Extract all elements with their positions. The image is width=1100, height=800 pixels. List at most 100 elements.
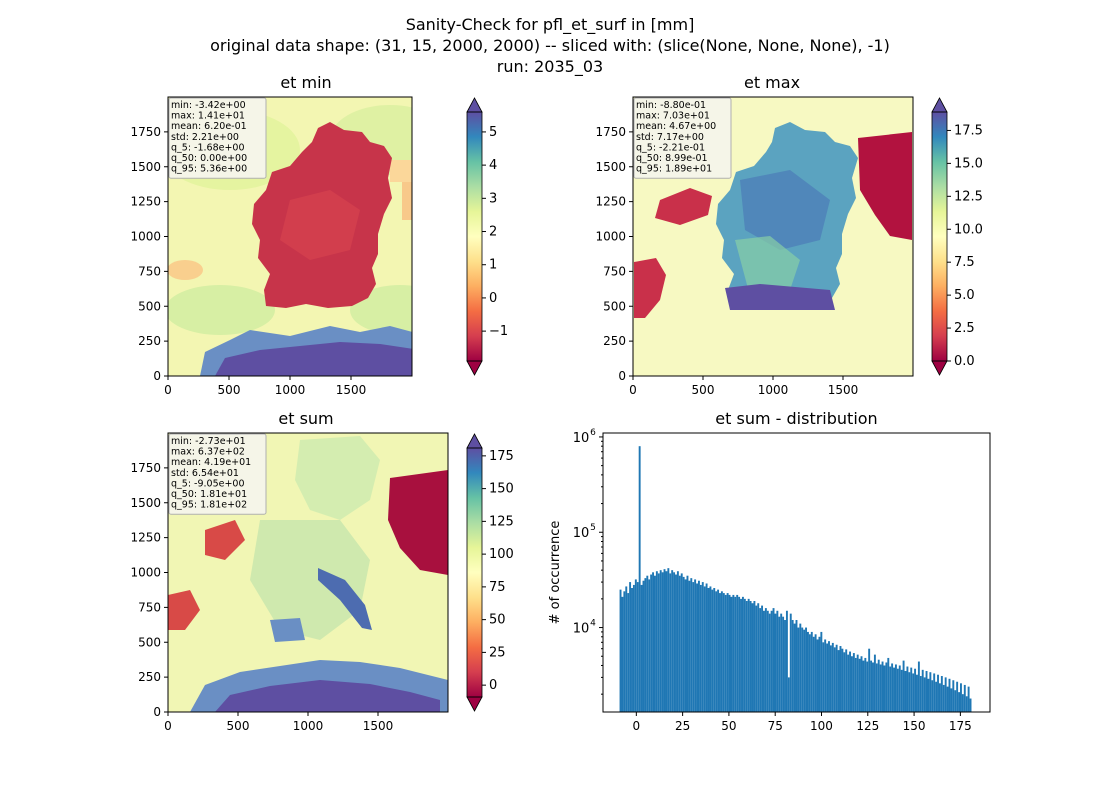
stats-line: q_95: 5.36e+00 (171, 164, 247, 175)
histogram-bar (812, 636, 815, 712)
histogram-bar (917, 661, 920, 712)
y-tick-label: 1500 (595, 160, 626, 174)
colorbar-tick-label: 7.5 (954, 255, 975, 270)
histogram-bar (795, 620, 798, 712)
histogram-bar (931, 680, 934, 712)
colorbar-extend-bottom (466, 696, 483, 712)
histogram-bar (810, 631, 813, 712)
colorbar-tick-label: 17.5 (954, 123, 983, 138)
histogram-bar (885, 662, 888, 712)
stats-line: q_5: -1.68e+00 (171, 142, 245, 153)
histogram-bar (709, 586, 712, 712)
y-tick-label: 1750 (595, 125, 626, 139)
histogram-bar (868, 648, 871, 712)
x-tick-label: 100 (810, 719, 833, 733)
colorbar-extend-bottom (931, 360, 948, 376)
histogram-bar (803, 629, 806, 712)
figure-subtitle: original data shape: (31, 15, 2000, 2000… (210, 36, 890, 55)
histogram-bar (625, 586, 628, 712)
colorbar-tick-label: 10.0 (954, 222, 983, 237)
histogram-bar (659, 570, 662, 712)
histogram-bar (933, 673, 936, 712)
histogram-bar (902, 660, 905, 712)
histogram-bar (747, 598, 750, 712)
histogram-bar (676, 571, 679, 712)
y-tick-label: 250 (138, 334, 161, 348)
histogram-bar (667, 568, 670, 712)
histogram-bar (632, 584, 635, 712)
histogram-bar (944, 677, 947, 712)
histogram-bar (826, 643, 829, 712)
colorbar-tick-label: 50 (489, 613, 506, 628)
histogram-bar (940, 676, 943, 712)
colorbar-tick-label: 0 (489, 291, 497, 306)
histogram-bar (856, 654, 859, 712)
histogram-bar (969, 698, 972, 712)
histogram-bar (898, 665, 901, 712)
y-tick-label: 10 (573, 431, 590, 446)
histogram-bar (822, 642, 825, 712)
histogram-bar (730, 596, 733, 712)
colorbar-tick-label: 150 (489, 482, 514, 497)
histogram-bar (843, 652, 846, 712)
histogram-bar (837, 650, 840, 712)
colorbar-extend-top (466, 433, 483, 449)
y-tick-label: 10 (573, 526, 590, 541)
histogram-bar (740, 598, 742, 712)
histogram-bar (734, 596, 737, 712)
histogram-bar (789, 613, 792, 712)
stats-line: mean: 4.19e+01 (171, 457, 251, 468)
y-tick-label: 1000 (130, 230, 161, 244)
y-tick-label: 250 (603, 334, 626, 348)
histogram-bar (954, 690, 957, 712)
histogram-bar (621, 596, 624, 712)
histogram-bar (759, 608, 762, 712)
colorbar-tick-label: 15.0 (954, 156, 983, 171)
x-tick-label: 500 (218, 383, 241, 397)
histogram-bar (849, 651, 851, 712)
y-tick-label: 500 (138, 299, 161, 313)
histogram-bar (675, 574, 677, 712)
stats-line: std: 2.21e+00 (171, 132, 239, 143)
stats-box (168, 97, 267, 179)
y-tick-label: 500 (603, 299, 626, 313)
y-tick-label: 1750 (130, 461, 161, 475)
y-axis-label: # of occurrence (548, 521, 563, 625)
histogram-bar (860, 656, 863, 712)
colorbar-tick-label: 25 (489, 645, 506, 660)
histogram-bar (807, 631, 809, 712)
heatmap-axes: 0 500 1000 1500 0 250 500 750 1000 1250 1500 1750 mi… (130, 433, 393, 733)
x-tick-label: 75 (768, 719, 783, 733)
histogram-bar (678, 575, 681, 712)
colorbar-frame (466, 447, 483, 698)
histogram-bar (770, 610, 773, 712)
histogram-bar (833, 647, 836, 712)
histogram-bar (741, 596, 744, 712)
histogram-bar (757, 603, 760, 712)
histogram-bar (961, 694, 964, 712)
histogram-bar (793, 623, 796, 712)
colorbar-tick-label: 0.0 (954, 354, 975, 369)
histogram-bar (732, 594, 735, 712)
histogram-bar (919, 676, 922, 712)
histogram-bar (900, 669, 903, 712)
histogram-bar (870, 660, 873, 712)
histogram-bar (650, 574, 653, 712)
x-tick-label: 0 (164, 383, 172, 397)
histogram-bar (858, 658, 861, 712)
histogram-bar (904, 671, 907, 712)
histogram-bar (923, 677, 926, 712)
x-tick-label: 1500 (336, 383, 367, 397)
y-tick-label: 750 (603, 264, 626, 278)
stats-line: std: 7.17e+00 (636, 132, 704, 143)
histogram-bar (799, 623, 802, 712)
histogram-bar (797, 627, 800, 712)
histogram-bar (686, 575, 689, 712)
panel-et-sum: et sum (167, 409, 449, 713)
colorbar-gradient (467, 448, 482, 697)
histogram-bar (782, 616, 785, 712)
histogram-bar (894, 664, 897, 712)
histogram-bar (956, 681, 959, 712)
histogram-bar (967, 686, 970, 712)
stats-line: max: 1.41e+01 (171, 111, 245, 122)
